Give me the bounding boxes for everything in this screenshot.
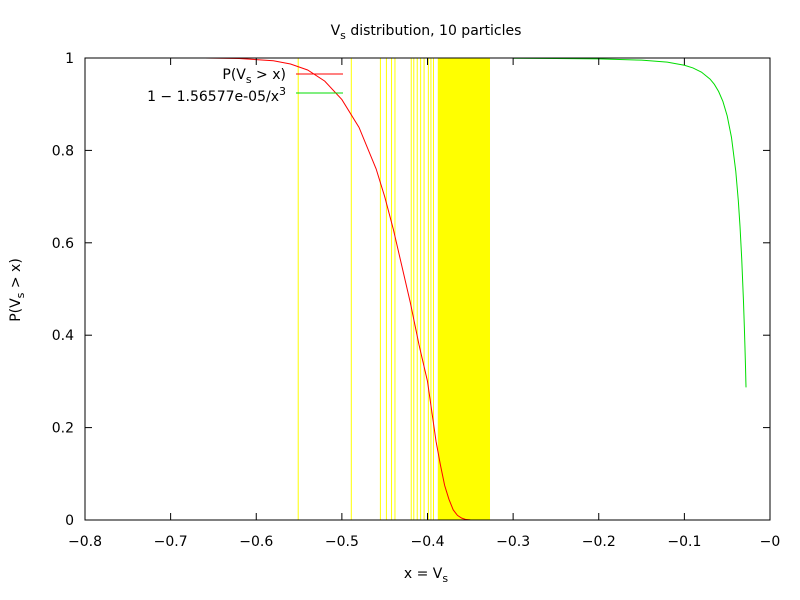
- x-tick-label: −0.7: [154, 534, 188, 550]
- sample-band: [437, 58, 491, 520]
- x-tick-label: −0.2: [582, 534, 616, 550]
- chart-title: Vs distribution, 10 particles: [331, 23, 522, 42]
- x-axis-label: x = Vs: [404, 566, 449, 585]
- y-axis: 0 0.2 0.4 0.6 0.8 1: [52, 51, 770, 529]
- x-tick-label: −0.8: [68, 534, 102, 550]
- x-tick-label: −0.1: [667, 534, 701, 550]
- x-tick-label: −0.5: [325, 534, 359, 550]
- x-axis: −0.8 −0.7 −0.6 −0.5 −0.4 −0.3 −0.2 −0.1 −0: [68, 58, 780, 550]
- legend: P(Vs > x) 1 − 1.56577e-05/x3: [147, 67, 343, 105]
- y-tick-label: 0: [65, 513, 74, 529]
- x-tick-label: −0: [760, 534, 781, 550]
- y-tick-label: 0.2: [52, 421, 74, 437]
- x-tick-label: −0.3: [496, 534, 530, 550]
- legend-label-1: 1 − 1.56577e-05/x3: [147, 85, 286, 105]
- x-tick-label: −0.6: [239, 534, 273, 550]
- series-line-1: [513, 57, 747, 388]
- series-line-0: [204, 57, 479, 521]
- sample-markers: [297, 58, 491, 520]
- curves: [204, 57, 747, 521]
- legend-label-0: P(Vs > x): [222, 67, 286, 86]
- y-tick-label: 0.8: [52, 143, 74, 159]
- y-tick-label: 0.6: [52, 236, 74, 252]
- y-tick-label: 0.4: [52, 328, 74, 344]
- y-axis-label: P(Vs > x): [8, 258, 27, 322]
- x-tick-label: −0.4: [411, 534, 445, 550]
- y-tick-label: 1: [65, 51, 74, 67]
